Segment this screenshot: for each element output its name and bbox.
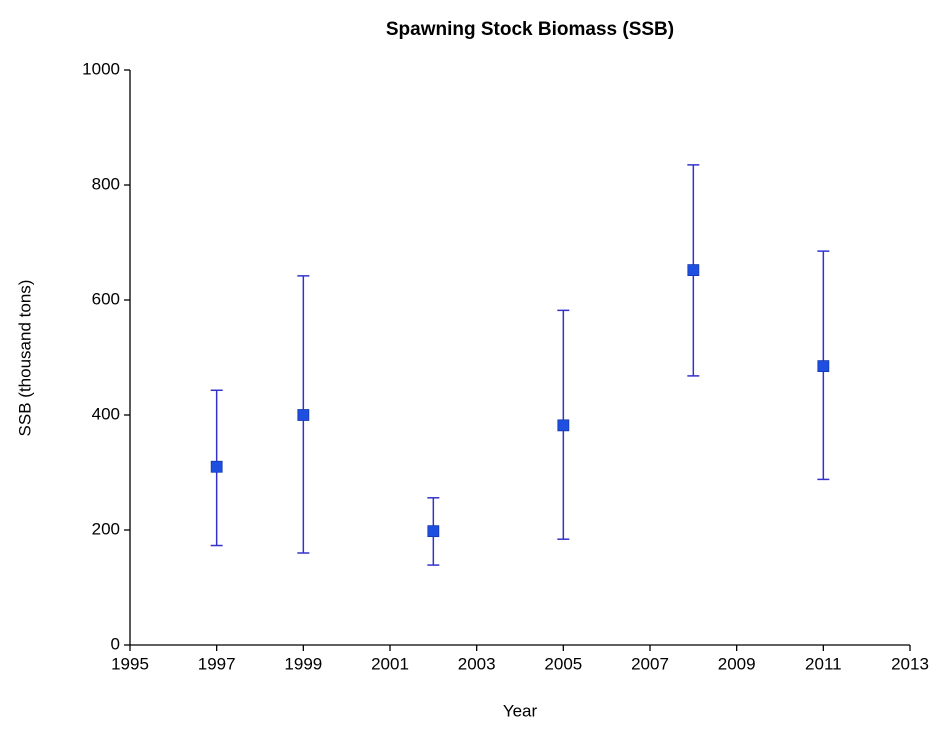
- y-tick-label: 200: [92, 519, 120, 538]
- point: [557, 419, 570, 432]
- y-tick-label: 800: [92, 174, 120, 193]
- chart-title: Spawning Stock Biomass (SSB): [386, 19, 674, 40]
- y-axis-label: SSB (thousand tons): [15, 280, 34, 437]
- x-tick-label: 2001: [371, 654, 409, 673]
- y-tick-label: 600: [92, 289, 120, 308]
- point: [687, 264, 700, 277]
- x-tick-label: 2005: [544, 654, 582, 673]
- x-tick-label: 1999: [284, 654, 322, 673]
- x-tick-label: 2011: [805, 654, 842, 673]
- x-tick-label: 1997: [198, 654, 236, 673]
- y-tick-label: 400: [92, 404, 120, 423]
- y-tick-label: 0: [111, 634, 120, 653]
- x-tick-label: 2003: [458, 654, 496, 673]
- x-axis-label: Year: [503, 701, 538, 720]
- point: [210, 460, 223, 473]
- point: [427, 525, 440, 538]
- x-tick-label: 1995: [111, 654, 149, 673]
- x-tick-label: 2013: [891, 654, 929, 673]
- x-tick-label: 2009: [718, 654, 756, 673]
- x-tick-label: 2007: [631, 654, 669, 673]
- y-tick-label: 1000: [82, 59, 120, 78]
- point: [297, 409, 310, 421]
- point: [817, 360, 830, 373]
